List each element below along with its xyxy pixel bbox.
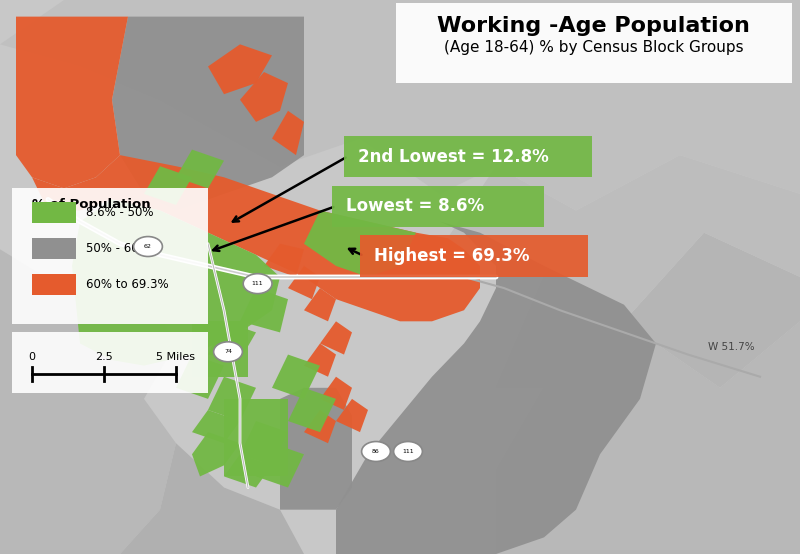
Polygon shape bbox=[176, 150, 224, 188]
Circle shape bbox=[394, 442, 422, 461]
FancyBboxPatch shape bbox=[12, 332, 208, 393]
Polygon shape bbox=[304, 410, 336, 443]
Text: % of Population: % of Population bbox=[32, 198, 150, 211]
FancyBboxPatch shape bbox=[332, 186, 544, 227]
Text: 0: 0 bbox=[29, 352, 35, 362]
Text: 5 Miles: 5 Miles bbox=[157, 352, 195, 362]
Polygon shape bbox=[264, 244, 304, 277]
Polygon shape bbox=[0, 443, 304, 554]
Polygon shape bbox=[304, 343, 336, 377]
Text: 86: 86 bbox=[372, 449, 380, 454]
Polygon shape bbox=[0, 0, 800, 211]
Polygon shape bbox=[208, 377, 256, 421]
Polygon shape bbox=[288, 266, 320, 299]
Text: 111: 111 bbox=[252, 281, 263, 286]
Bar bbox=[32, 202, 76, 223]
Polygon shape bbox=[336, 222, 656, 554]
Text: 50% - 60%: 50% - 60% bbox=[86, 242, 150, 255]
Polygon shape bbox=[320, 321, 352, 355]
Polygon shape bbox=[272, 355, 320, 399]
Polygon shape bbox=[280, 388, 352, 510]
Circle shape bbox=[134, 237, 162, 257]
Polygon shape bbox=[256, 443, 304, 488]
Text: 60% to 69.3%: 60% to 69.3% bbox=[86, 278, 169, 291]
Polygon shape bbox=[440, 155, 800, 321]
Polygon shape bbox=[496, 233, 800, 443]
Polygon shape bbox=[208, 321, 256, 360]
Polygon shape bbox=[72, 199, 280, 366]
Bar bbox=[192, 321, 248, 377]
Bar bbox=[32, 274, 76, 295]
Text: 62: 62 bbox=[144, 244, 152, 249]
Text: 74: 74 bbox=[224, 349, 232, 355]
Polygon shape bbox=[176, 355, 224, 399]
Polygon shape bbox=[32, 155, 480, 321]
FancyBboxPatch shape bbox=[396, 3, 792, 83]
Polygon shape bbox=[224, 454, 272, 488]
Polygon shape bbox=[208, 44, 272, 94]
Text: 8.6% - 50%: 8.6% - 50% bbox=[86, 206, 154, 219]
Text: Lowest = 8.6%: Lowest = 8.6% bbox=[346, 197, 484, 216]
Bar bbox=[32, 238, 76, 259]
Polygon shape bbox=[496, 471, 600, 554]
FancyBboxPatch shape bbox=[344, 136, 592, 177]
Polygon shape bbox=[16, 17, 128, 188]
Polygon shape bbox=[192, 410, 240, 443]
Text: (Age 18-64) % by Census Block Groups: (Age 18-64) % by Census Block Groups bbox=[444, 40, 743, 55]
Polygon shape bbox=[240, 288, 288, 332]
Polygon shape bbox=[0, 249, 176, 554]
Polygon shape bbox=[240, 421, 288, 465]
Polygon shape bbox=[336, 399, 368, 432]
Text: 111: 111 bbox=[402, 449, 414, 454]
Circle shape bbox=[362, 442, 390, 461]
FancyBboxPatch shape bbox=[12, 188, 208, 324]
Circle shape bbox=[243, 274, 272, 294]
Polygon shape bbox=[112, 17, 304, 211]
Text: Highest = 69.3%: Highest = 69.3% bbox=[374, 247, 529, 265]
Polygon shape bbox=[288, 388, 336, 432]
Polygon shape bbox=[496, 321, 800, 554]
Polygon shape bbox=[304, 288, 336, 321]
Circle shape bbox=[214, 342, 242, 362]
Text: W 51.7%: W 51.7% bbox=[708, 342, 754, 352]
FancyBboxPatch shape bbox=[360, 235, 588, 277]
Polygon shape bbox=[304, 211, 416, 277]
Polygon shape bbox=[272, 111, 304, 155]
Polygon shape bbox=[192, 432, 240, 476]
Text: 2nd Lowest = 12.8%: 2nd Lowest = 12.8% bbox=[358, 147, 548, 166]
Bar bbox=[224, 399, 288, 476]
Polygon shape bbox=[320, 377, 352, 410]
Text: Working -Age Population: Working -Age Population bbox=[437, 16, 750, 35]
Text: 2.5: 2.5 bbox=[95, 352, 113, 362]
Polygon shape bbox=[240, 72, 288, 122]
Polygon shape bbox=[144, 166, 192, 205]
